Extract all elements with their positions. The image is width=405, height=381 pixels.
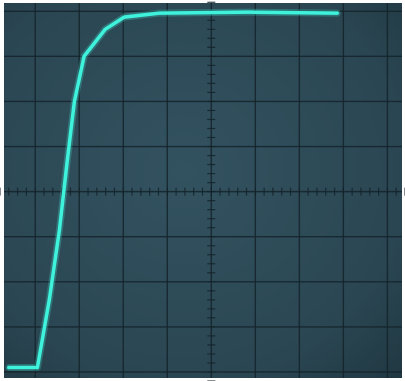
oscilloscope-screen: [0, 0, 405, 381]
